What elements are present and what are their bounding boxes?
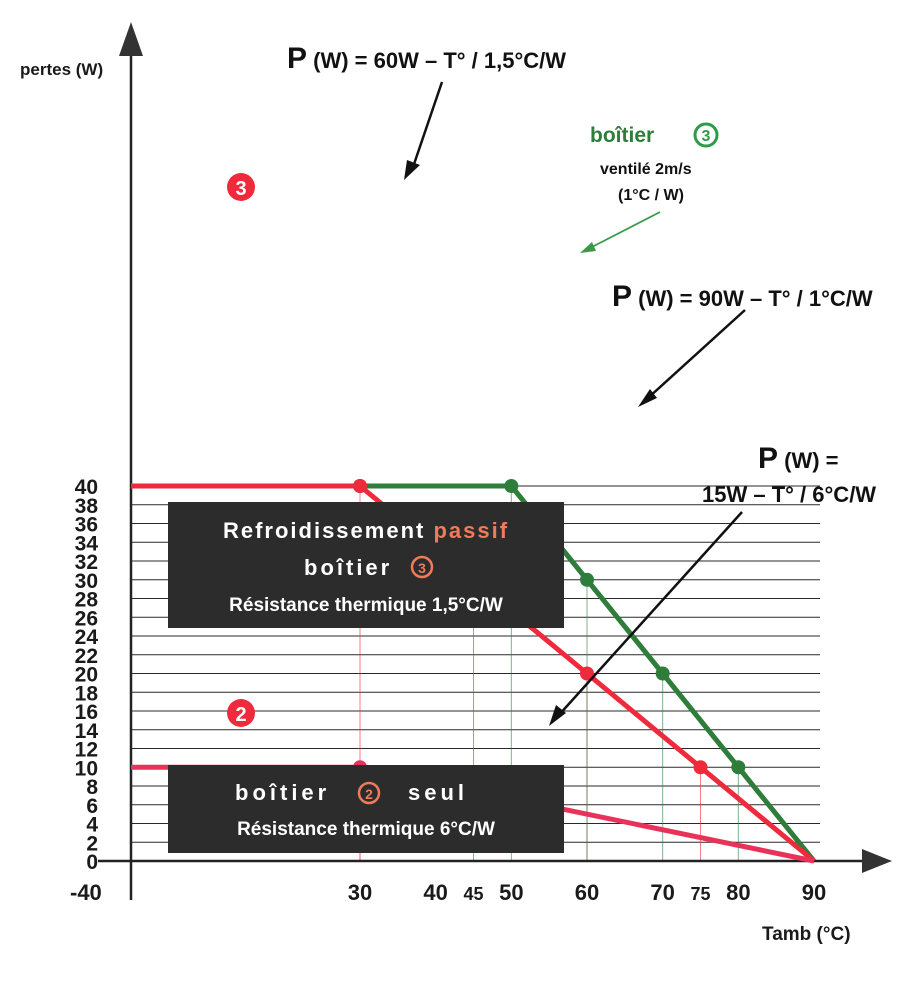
formula-15-arrowhead (549, 705, 566, 726)
y-axis-arrow (119, 22, 143, 56)
boitier3-title-text: boîtier (590, 124, 654, 147)
badge-2: 2 (227, 699, 255, 727)
svg-text:P (W) = 90W – T° / 1°C/W: P (W) = 90W – T° / 1°C/W (612, 280, 873, 313)
y-tick-28: 28 (75, 589, 99, 612)
x-tick-labels: 30 40 45 50 60 70 75 80 90 (348, 880, 826, 905)
formula-15-annotation: P (W) = 15W – T° / 6°C/W (549, 442, 876, 726)
box-passif-line1a: Refroidissement (223, 518, 434, 543)
formula-60-arrowhead (404, 160, 420, 180)
box-seul-bg (168, 765, 564, 853)
series-line-1 (360, 483, 816, 863)
formula-15-line2: 15W – T° / 6°C/W (702, 482, 876, 507)
formula-90-rest: (W) = 90W – T° / 1°C/W (632, 286, 873, 311)
y-tick-26: 26 (75, 607, 98, 630)
x-axis-arrow (862, 849, 892, 873)
y-tick-16: 16 (75, 701, 98, 724)
badge-3-num: 3 (235, 178, 246, 200)
formula-90-arrowhead (638, 389, 657, 407)
y-tick-22: 22 (75, 645, 98, 668)
axes (98, 22, 892, 900)
y-tick-2: 2 (86, 832, 98, 855)
formula-60-arrow (410, 81, 444, 171)
badge-2-circle (227, 699, 255, 727)
boitier3-arrow (589, 211, 661, 249)
formula-90-annotation: P (W) = 90W – T° / 1°C/W (612, 280, 873, 407)
box-seul-num: 2 (365, 786, 373, 802)
x-tick-60: 60 (575, 880, 599, 905)
badge-3: 3 (227, 173, 255, 201)
y-tick-36: 36 (75, 514, 98, 537)
badge-3-circle (227, 173, 255, 201)
boitier3-title: boîtier (590, 124, 654, 147)
box-seul: boîtier 2 seul Résistance thermique 6°C/… (168, 765, 564, 853)
x-axis-label: Tamb (°C) (762, 924, 851, 945)
y-tick-14: 14 (75, 720, 99, 743)
formula-15-arrow (557, 511, 743, 717)
x-axis-start-label: -40 (70, 880, 102, 905)
y-tick-4: 4 (86, 814, 98, 837)
series-1-point-60 (580, 572, 594, 587)
formula-90-arrow (647, 309, 746, 399)
boitier3-line3: (1°C / W) (618, 187, 684, 204)
y-tick-32: 32 (75, 551, 98, 574)
x-tick-40: 40 (423, 880, 447, 905)
formula-60-annotation: P (W) = 60W – T° / 1,5°C/W (287, 42, 566, 180)
box-passif-line3: Résistance thermique 1,5°C/W (229, 595, 503, 616)
box-passif: Refroidissement passif boîtier 3 Résista… (168, 502, 564, 628)
y-tick-20: 20 (75, 664, 98, 687)
x-tick-90: 90 (802, 880, 826, 905)
x-tick-45: 45 (463, 884, 483, 904)
series-1-point-50 (504, 479, 519, 493)
y-tick-18: 18 (75, 682, 99, 705)
y-tick-12: 12 (75, 739, 98, 762)
svg-text:P (W) = 60W – T° / 1,5°C/W: P (W) = 60W – T° / 1,5°C/W (287, 42, 566, 75)
box-passif-line1b: passif (433, 518, 509, 543)
series-0-point-30 (353, 479, 367, 493)
series-1-point-80 (731, 760, 746, 775)
box-passif-num-circle (410, 555, 434, 579)
boitier3-green-badge-num: 3 (702, 128, 711, 145)
y-tick-40: 40 (75, 476, 98, 499)
x-tick-30: 30 (348, 880, 372, 905)
x-tick-75: 75 (690, 884, 710, 904)
badge-2-num: 2 (235, 704, 246, 726)
box-seul-line1b: seul (408, 780, 468, 805)
series-0-point-60 (580, 666, 594, 681)
y-tick-34: 34 (75, 532, 99, 555)
x-tick-80: 80 (726, 880, 750, 905)
box-seul-line2: Résistance thermique 6°C/W (237, 819, 495, 840)
formula-15-p: P (758, 442, 778, 475)
box-seul-num-circle (357, 781, 381, 805)
series-0-point-75 (693, 760, 708, 775)
box-seul-line1a: boîtier (235, 780, 330, 805)
y-tick-6: 6 (86, 795, 98, 818)
formula-60-p: P (287, 42, 307, 75)
series-1-point-70 (655, 666, 670, 681)
x-tick-50: 50 (499, 880, 523, 905)
box-passif-line2: boîtier (304, 555, 392, 580)
y-axis-label: pertes (W) (20, 60, 103, 79)
y-tick-10: 10 (75, 757, 98, 780)
boitier3-green-badge (693, 122, 719, 148)
boitier3-ventile-annotation: boîtier 3 ventilé 2m/s (1°C / W) (580, 122, 719, 253)
formula-90-p: P (612, 280, 632, 313)
y-tick-0: 0 (86, 851, 98, 874)
box-passif-num: 3 (418, 560, 426, 576)
svg-text:Refroidissement passif: Refroidissement passif (223, 518, 509, 543)
formula-15-rest: (W) = (778, 448, 839, 473)
y-tick-30: 30 (75, 570, 98, 593)
formula-60-rest: (W) = 60W – T° / 1,5°C/W (307, 48, 566, 73)
boitier3-line2: ventilé 2m/s (600, 161, 692, 178)
svg-text:P (W) =: P (W) = (758, 442, 839, 475)
y-tick-38: 38 (75, 495, 99, 518)
y-tick-8: 8 (86, 776, 98, 799)
boitier3-arrowhead (580, 242, 596, 253)
y-tick-24: 24 (75, 626, 99, 649)
x-tick-70: 70 (650, 880, 674, 905)
box-passif-bg (168, 502, 564, 628)
